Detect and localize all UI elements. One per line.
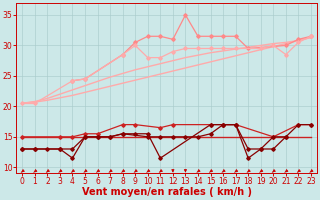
X-axis label: Vent moyen/en rafales ( km/h ): Vent moyen/en rafales ( km/h ) xyxy=(82,187,252,197)
